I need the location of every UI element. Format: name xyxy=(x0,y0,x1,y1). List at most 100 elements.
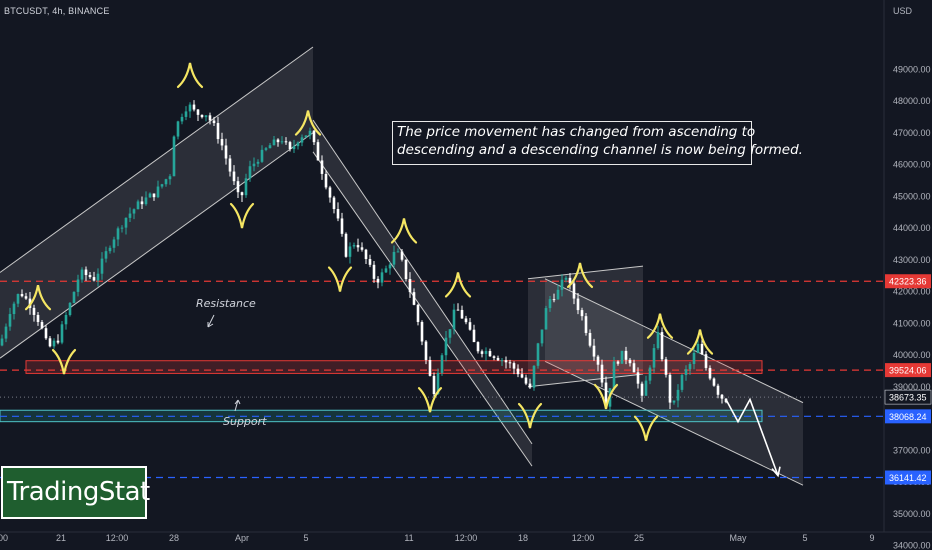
price-tag-text: 39524.06 xyxy=(889,366,927,376)
peak-marker-3 xyxy=(390,218,418,244)
candle-body xyxy=(392,251,396,265)
candle-body xyxy=(304,135,308,138)
candle-body xyxy=(524,377,528,384)
y-tick-label: 34000.00 xyxy=(893,541,931,550)
y-tick-label: 44000.00 xyxy=(893,223,931,233)
channel-lower-descending-1 xyxy=(312,151,533,467)
candle-body xyxy=(124,217,128,228)
candle-body xyxy=(284,141,288,143)
y-tick-label: 47000.00 xyxy=(893,128,931,138)
candle-body xyxy=(544,308,548,330)
candle-body xyxy=(568,277,572,284)
y-tick-label: 43000.00 xyxy=(893,255,931,265)
candle-body xyxy=(492,356,496,358)
candle-body xyxy=(424,341,428,360)
candle-body xyxy=(80,269,84,280)
forecast-arrowhead xyxy=(771,466,781,478)
candle-body xyxy=(280,141,284,143)
candle-body xyxy=(340,218,344,234)
peak-marker-6 xyxy=(646,313,674,339)
candle-body xyxy=(472,329,476,343)
candle-body xyxy=(432,375,436,395)
candle-body xyxy=(644,380,648,396)
y-tick-label: 48000.00 xyxy=(893,96,931,106)
callout-line-2: descending and a descending channel is n… xyxy=(397,141,803,158)
candle-body xyxy=(532,365,536,388)
candle-body xyxy=(468,322,472,330)
candle-body xyxy=(460,309,464,319)
trough-marker-0 xyxy=(51,348,77,375)
candle-body xyxy=(244,178,248,196)
candle-body xyxy=(476,342,480,352)
candles xyxy=(0,100,728,412)
peak-marker-4 xyxy=(444,272,472,298)
candle-body xyxy=(672,400,676,403)
candle-body xyxy=(548,299,552,309)
candle-body xyxy=(508,362,512,364)
candle-body xyxy=(8,314,12,327)
y-tick-label: 41000.00 xyxy=(893,318,931,328)
candle-body xyxy=(636,372,640,384)
candle-body xyxy=(612,361,616,389)
candle-body xyxy=(656,332,660,349)
peak-marker-5 xyxy=(566,262,594,289)
candle-body xyxy=(660,332,664,360)
y-tick-label: 40000.00 xyxy=(893,350,931,360)
candle-body xyxy=(488,351,492,357)
candle-body xyxy=(364,249,368,260)
channel-lower-ascending xyxy=(0,132,314,359)
candle-body xyxy=(396,251,400,253)
candle-body xyxy=(652,348,656,368)
y-tick-label: 46000.00 xyxy=(893,160,931,170)
candle-body xyxy=(56,340,60,343)
candle-body xyxy=(220,139,224,146)
candle-body xyxy=(368,259,372,265)
candle-body xyxy=(252,163,256,167)
channel-fill-ascending xyxy=(0,47,313,359)
candle-body xyxy=(180,116,184,122)
candle-body xyxy=(276,139,280,143)
channel-upper-descending-2 xyxy=(544,278,804,404)
candle-body xyxy=(352,245,356,247)
candle-body xyxy=(232,171,236,182)
candle-body xyxy=(192,104,196,110)
candle-body xyxy=(628,359,632,364)
channel-fill-descending-1 xyxy=(313,120,532,467)
candle-body xyxy=(720,394,724,399)
candle-body xyxy=(588,332,592,346)
candle-body xyxy=(688,364,692,370)
candle-body xyxy=(240,192,244,196)
candle-body xyxy=(440,355,444,373)
candle-body xyxy=(416,304,420,322)
candle-body xyxy=(152,193,156,198)
candle-body xyxy=(436,372,440,395)
candle-body xyxy=(0,338,4,346)
candle-body xyxy=(680,375,684,390)
candle-body xyxy=(500,360,504,362)
candle-body xyxy=(144,197,148,205)
price-tag-blue xyxy=(885,409,931,424)
candle-body xyxy=(20,294,24,297)
trough-marker-5 xyxy=(593,383,619,410)
candle-body xyxy=(88,275,92,278)
candle-body xyxy=(552,299,556,301)
candle-body xyxy=(212,120,216,124)
candle-body xyxy=(520,374,524,378)
candle-body xyxy=(576,298,580,311)
candle-body xyxy=(512,363,516,369)
peak-marker-0 xyxy=(24,284,52,311)
candle-body xyxy=(100,258,104,274)
y-tick-label: 39000.00 xyxy=(893,382,931,392)
callout-line-1: The price movement has changed from asce… xyxy=(397,124,756,140)
candle-body xyxy=(604,382,608,407)
candle-body xyxy=(120,227,124,229)
candle-body xyxy=(48,338,52,347)
candle-body xyxy=(640,383,644,396)
currency-label: USD xyxy=(893,6,913,16)
x-tick-label: 5 xyxy=(802,533,807,543)
forecast-path xyxy=(725,397,779,476)
candle-body xyxy=(268,145,272,149)
x-tick-label: 21 xyxy=(56,533,66,543)
candle-body xyxy=(408,279,412,293)
